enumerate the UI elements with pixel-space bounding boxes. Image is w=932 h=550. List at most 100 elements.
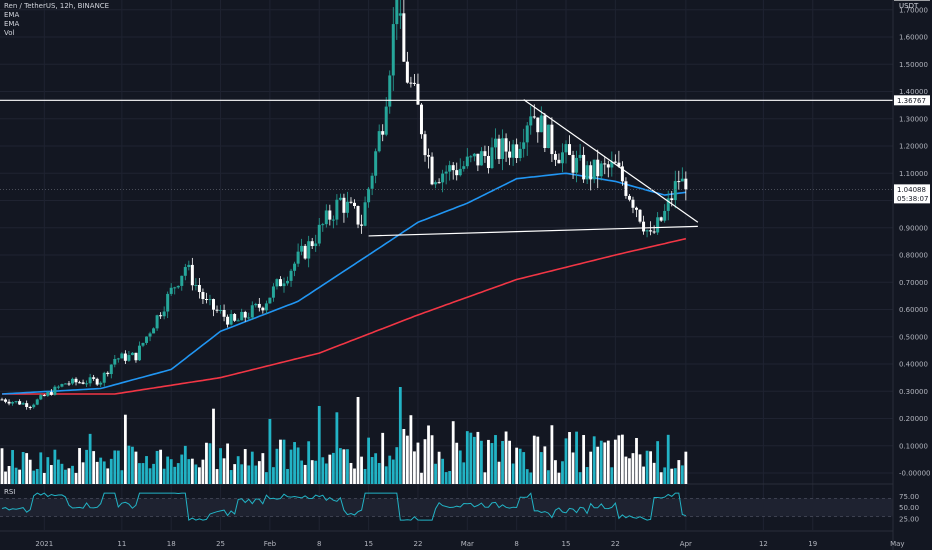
ema-slow-path: [2, 237, 687, 395]
candle-body: [384, 106, 388, 135]
volume-bar: [367, 437, 370, 484]
volume-bar: [155, 450, 159, 484]
legend-ema-2[interactable]: EMA: [4, 20, 20, 28]
candle-body: [116, 358, 120, 360]
legend-ema-1[interactable]: EMA: [4, 11, 20, 19]
price-tick-label: 1.40000: [899, 88, 928, 96]
candle-body: [169, 287, 173, 294]
volume-bar: [384, 466, 388, 484]
volume-bar: [346, 449, 349, 484]
price-tick-label: 0.80000: [899, 252, 928, 260]
candle-body: [335, 199, 339, 220]
candle-body: [427, 155, 431, 157]
candle-body: [21, 403, 25, 405]
rsi-tick-label: 50.00: [899, 504, 919, 512]
volume-bar: [14, 467, 18, 484]
time-tick-label: May: [890, 540, 904, 548]
volume-bar: [490, 443, 494, 484]
volume-bar: [483, 472, 487, 484]
volume-bar: [680, 465, 684, 484]
volume-bar: [324, 463, 328, 484]
volume-bar: [141, 463, 145, 484]
time-tick-label: 18: [167, 540, 176, 548]
candle-body: [374, 151, 378, 176]
candle-body: [504, 138, 508, 152]
candle-body: [356, 206, 360, 225]
candle-body: [254, 303, 258, 306]
volume-bar: [42, 472, 46, 484]
candle-body: [370, 175, 374, 189]
volume-bar: [472, 436, 476, 484]
price-tick-label: 1.10000: [899, 170, 928, 178]
candle-body: [236, 320, 240, 322]
candle-body: [74, 378, 78, 383]
candle-body: [518, 148, 522, 159]
volume-bar: [610, 467, 614, 484]
candle-body: [571, 154, 575, 173]
candle-body: [645, 230, 649, 232]
volume-bar: [430, 435, 434, 484]
candle-body: [271, 286, 275, 298]
candle-body: [293, 263, 297, 271]
trend-line[interactable]: [368, 225, 698, 237]
candle-body: [360, 224, 364, 226]
trend-line[interactable]: [523, 99, 699, 223]
candle-body: [416, 83, 420, 105]
candle-body: [532, 116, 536, 118]
candle-body: [176, 285, 180, 288]
drawn-lines[interactable]: [0, 0, 893, 237]
volume-bar: [405, 435, 409, 484]
volume-bar: [180, 454, 184, 484]
candle-body: [204, 299, 208, 301]
candle-body: [286, 280, 290, 284]
legend-symbol[interactable]: Ren / TetherUS, 12h, BINANCE: [4, 2, 110, 10]
volume-bar: [599, 440, 603, 484]
volume-bar: [46, 457, 50, 484]
candle-body: [35, 399, 39, 405]
candle-body: [553, 154, 557, 160]
candlesticks: [0, 0, 688, 410]
legend-vol[interactable]: Vol: [4, 29, 15, 37]
candle-body: [596, 159, 600, 177]
candle-body: [529, 116, 533, 126]
volume-bar: [11, 450, 14, 484]
time-tick-label: 8: [514, 540, 518, 548]
volume-bar: [32, 470, 36, 484]
volume-bar: [455, 442, 459, 484]
candle-body: [522, 142, 526, 149]
rsi-legend[interactable]: RSI: [4, 488, 16, 496]
volume-bar: [99, 457, 103, 484]
volume-bar: [497, 461, 501, 484]
time-axis[interactable]: 2021 11 18 25 Feb 8 15 22 Mar 8 15 22 Apr 12 19 May: [0, 530, 905, 548]
volume-bar: [585, 467, 589, 484]
currency-unit: USDT: [899, 2, 919, 10]
candle-body: [642, 221, 646, 232]
volume-bar: [571, 452, 575, 484]
volume-bar: [243, 449, 247, 484]
volume-bar: [448, 471, 452, 484]
candle-body: [592, 159, 596, 180]
candle-body: [367, 188, 371, 203]
volume-bar: [71, 465, 74, 484]
candle-body: [152, 328, 156, 334]
volume-bar: [272, 467, 275, 484]
candle-body: [123, 353, 127, 361]
price-axis[interactable]: 1.900001.800001.700001.600001.500001.400…: [892, 0, 932, 550]
candle-body: [0, 399, 4, 401]
volume-bar: [356, 396, 360, 484]
volume-bar: [92, 451, 96, 484]
volume-bar: [120, 470, 124, 484]
candle-body: [419, 104, 423, 135]
candle-body: [243, 311, 247, 318]
volume-bar: [628, 458, 631, 484]
candle-body: [32, 404, 36, 408]
candle-body: [321, 224, 325, 226]
candle-body: [264, 303, 268, 311]
price-label-text: 1.04088: [897, 186, 926, 194]
candle-body: [486, 155, 490, 169]
candle-body: [472, 153, 476, 157]
candle-body: [190, 264, 194, 286]
candle-body: [261, 307, 265, 311]
